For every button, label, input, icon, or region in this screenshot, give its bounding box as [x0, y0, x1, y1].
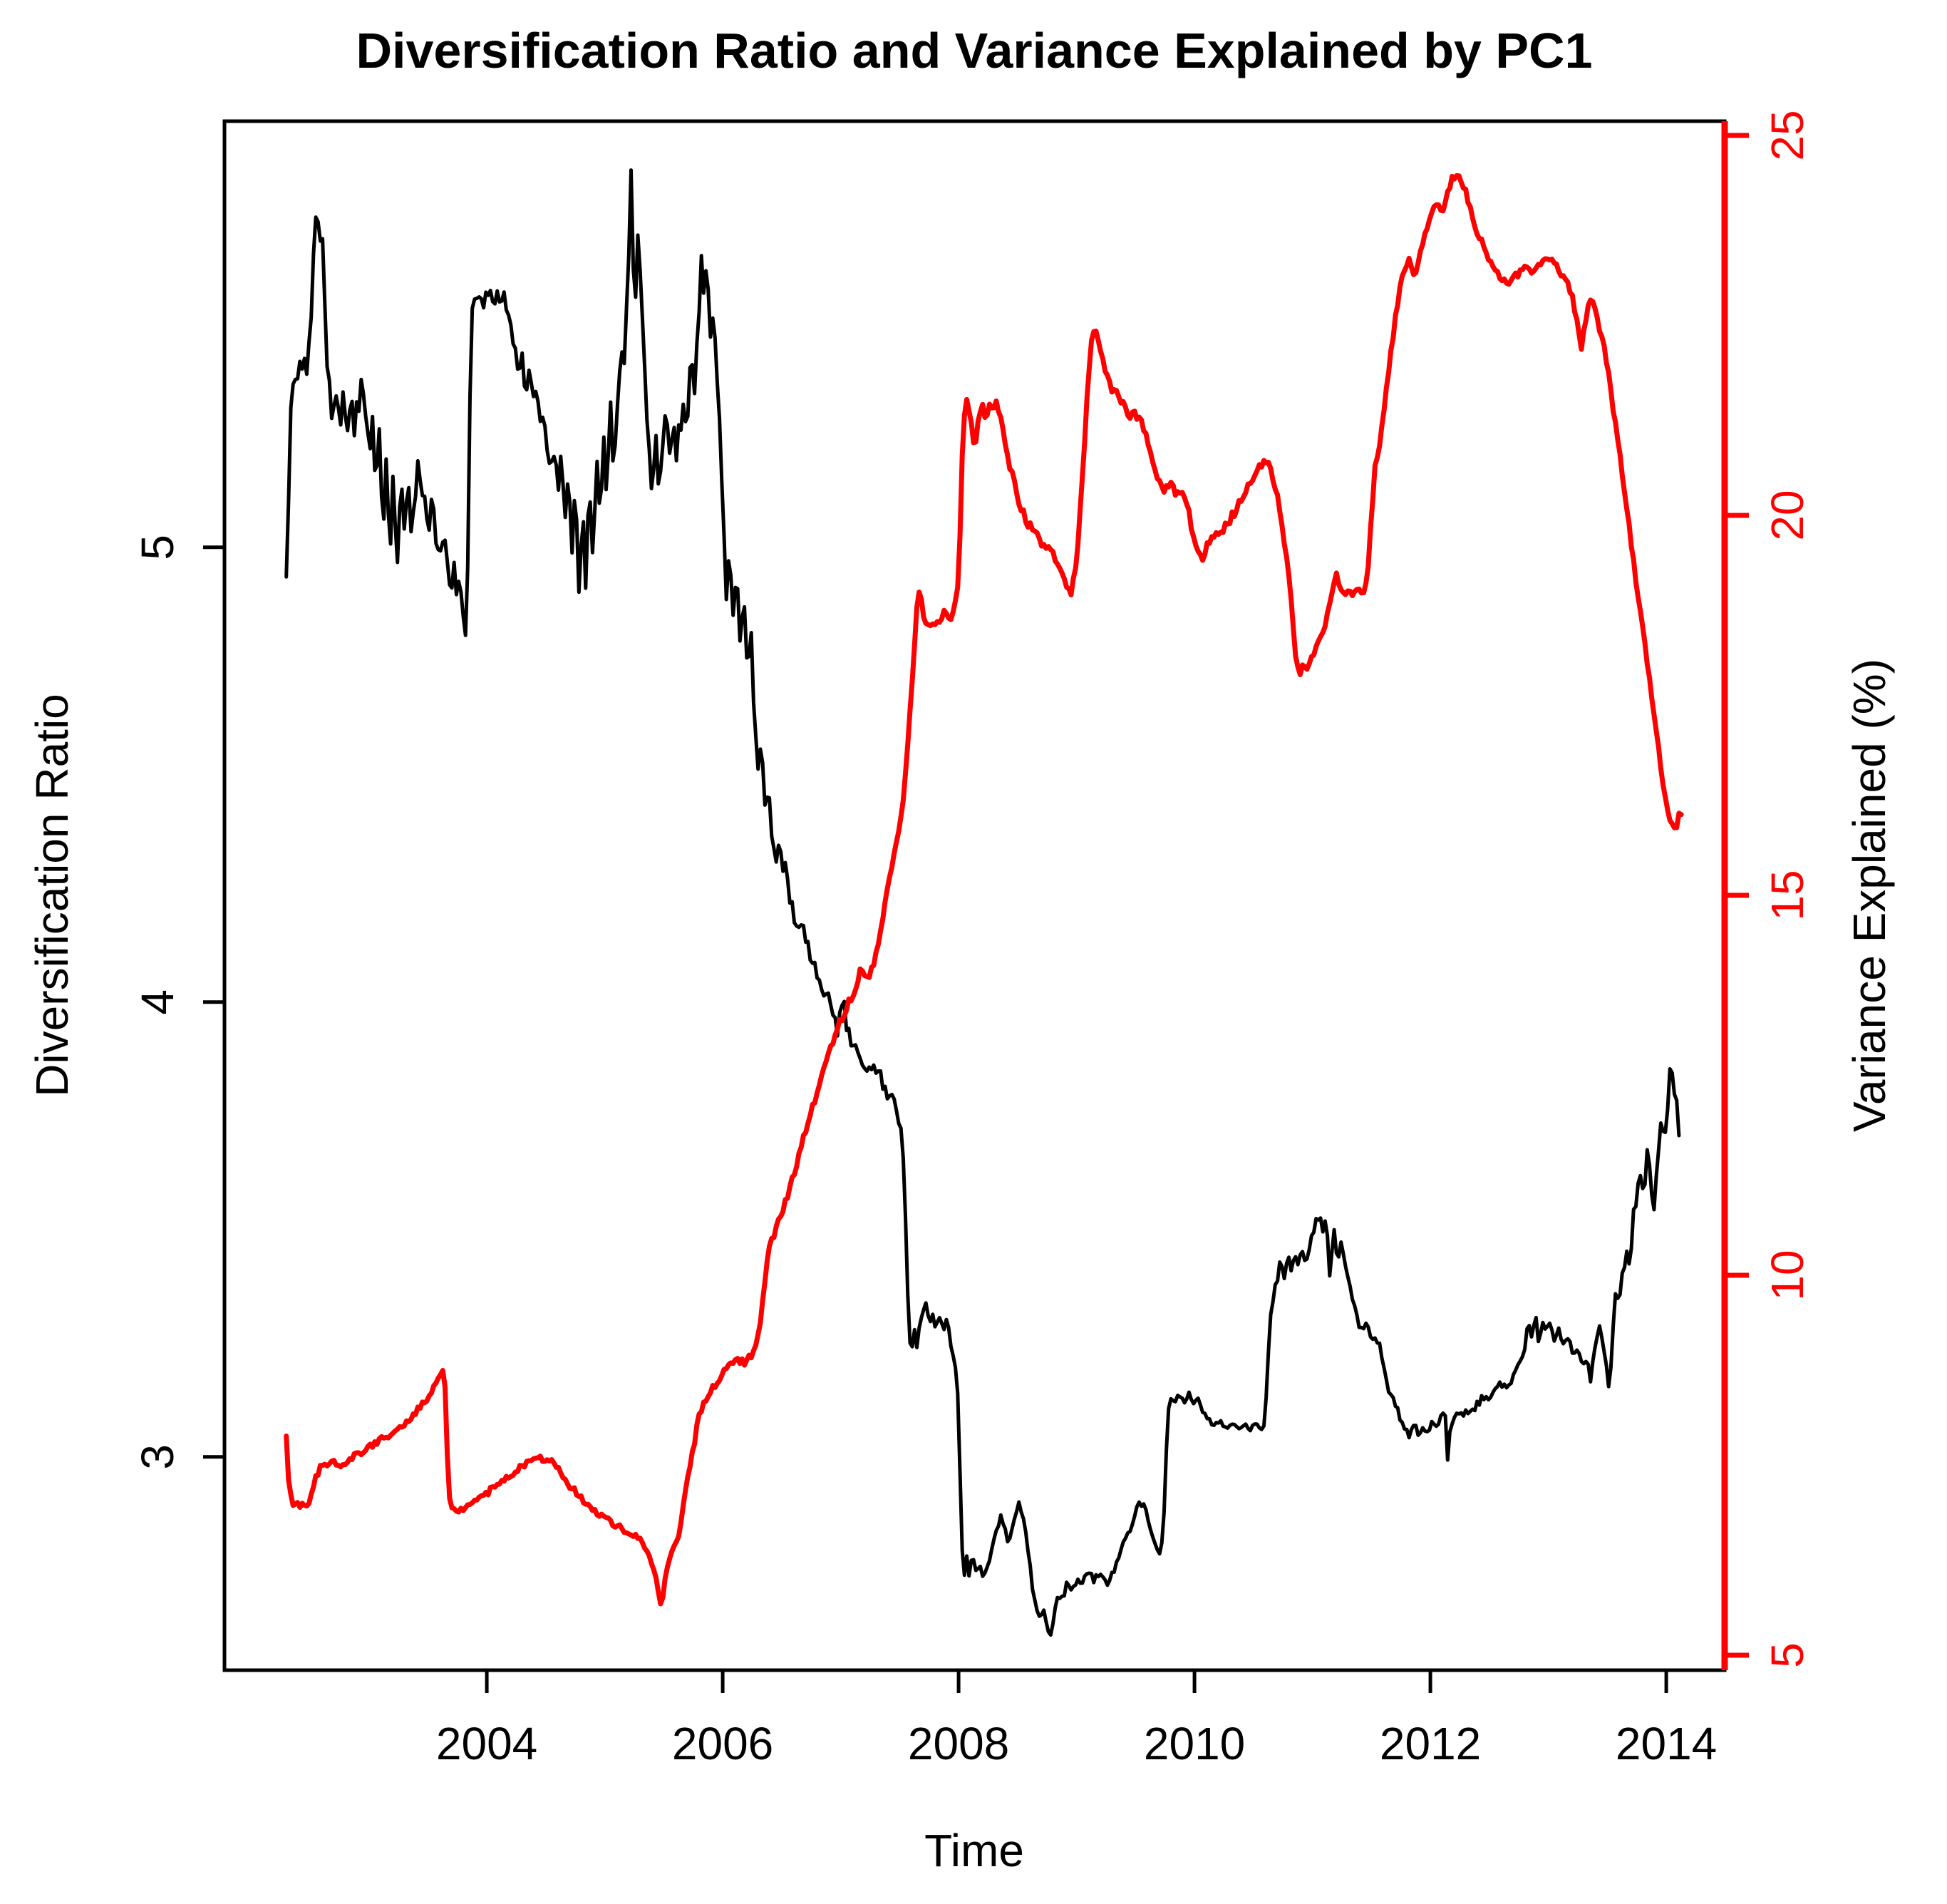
plot-border	[222, 119, 1727, 1672]
chart-title: Diversification Ratio and Variance Expla…	[356, 23, 1592, 78]
x-axis-ticks: 2004 2006 2008 2010 2012 2014	[436, 1670, 1717, 1769]
right-tick-label: 15	[1762, 870, 1813, 920]
left-tick-label: 5	[132, 535, 183, 560]
left-axis-ticks: 3 4 5	[132, 535, 224, 1470]
plot-box	[222, 119, 1728, 1672]
x-tick-label: 2012	[1380, 1718, 1481, 1769]
diversification-ratio-line	[284, 168, 1681, 1637]
left-tick-label: 3	[132, 1444, 183, 1470]
left-axis-title: Diversification Ratio	[26, 694, 78, 1097]
left-tick-label: 4	[132, 989, 183, 1015]
right-tick-label: 10	[1762, 1250, 1813, 1300]
right-axis-ticks: 5 10 15 20 25	[1725, 110, 1813, 1668]
right-tick-label: 5	[1762, 1642, 1813, 1668]
x-tick-label: 2010	[1144, 1718, 1245, 1769]
x-tick-label: 2008	[908, 1718, 1009, 1769]
variance-explained-line	[284, 173, 1684, 1607]
x-tick-label: 2014	[1616, 1718, 1717, 1769]
right-tick-label: 20	[1762, 490, 1813, 540]
x-tick-label: 2004	[436, 1718, 537, 1769]
right-tick-label: 25	[1762, 110, 1813, 160]
data-series	[284, 168, 1684, 1637]
right-axis-title: Variance Explained (%)	[1844, 659, 1895, 1132]
x-tick-label: 2006	[672, 1718, 773, 1769]
x-axis-title: Time	[924, 1825, 1024, 1876]
